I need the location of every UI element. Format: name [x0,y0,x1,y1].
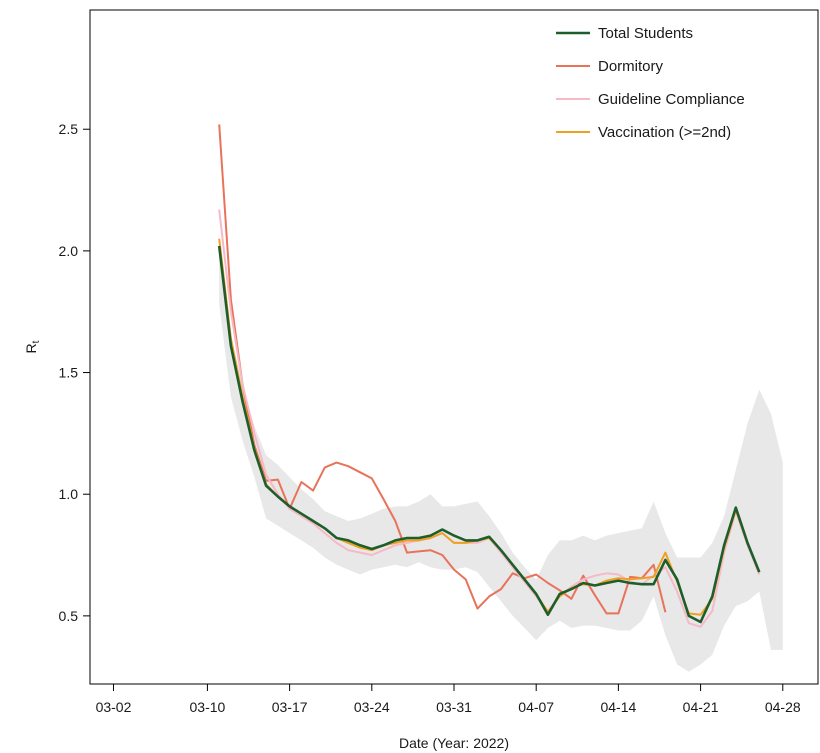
x-tick-label: 03-17 [272,699,308,715]
x-tick-label: 03-02 [96,699,132,715]
x-tick-label: 03-24 [354,699,390,715]
x-tick-label: 04-07 [518,699,554,715]
x-axis-label: Date (Year: 2022) [399,735,509,751]
y-tick-label: 2.0 [59,243,79,259]
legend: Total Students Dormitory Guideline Complia… [556,25,745,141]
x-tick-label: 04-28 [765,699,801,715]
x-tick-label: 04-14 [600,699,636,715]
confidence-band-layer [219,238,783,672]
series-line-dormitory [218,124,667,615]
x-axis: 03-02 03-10 03-17 03-24 03-31 04-07 04-14 04-21… [96,684,801,715]
y-axis: 0.5 1.0 1.5 2.0 2.5 [59,121,90,624]
legend-label-dormitory: Dormitory [598,58,664,75]
legend-label-total-students: Total Students [598,25,693,42]
legend-label-guideline-compliance: Guideline Compliance [598,91,745,108]
legend-label-vaccination-2nd: Vaccination (>=2nd) [598,124,731,141]
y-tick-label: 1.0 [59,486,79,502]
x-tick-label: 04-21 [683,699,719,715]
series-line-total-students [217,245,761,624]
x-tick-label: 03-31 [436,699,472,715]
confidence-band [219,238,783,672]
y-tick-label: 0.5 [59,608,79,624]
y-axis-label-subscript: t [31,340,42,343]
series-layer [217,124,761,628]
y-axis-label-main: R [23,343,39,353]
y-tick-label: 1.5 [59,365,79,381]
x-tick-label: 03-10 [190,699,226,715]
y-tick-label: 2.5 [59,121,79,137]
y-axis-label: Rt [23,340,42,353]
